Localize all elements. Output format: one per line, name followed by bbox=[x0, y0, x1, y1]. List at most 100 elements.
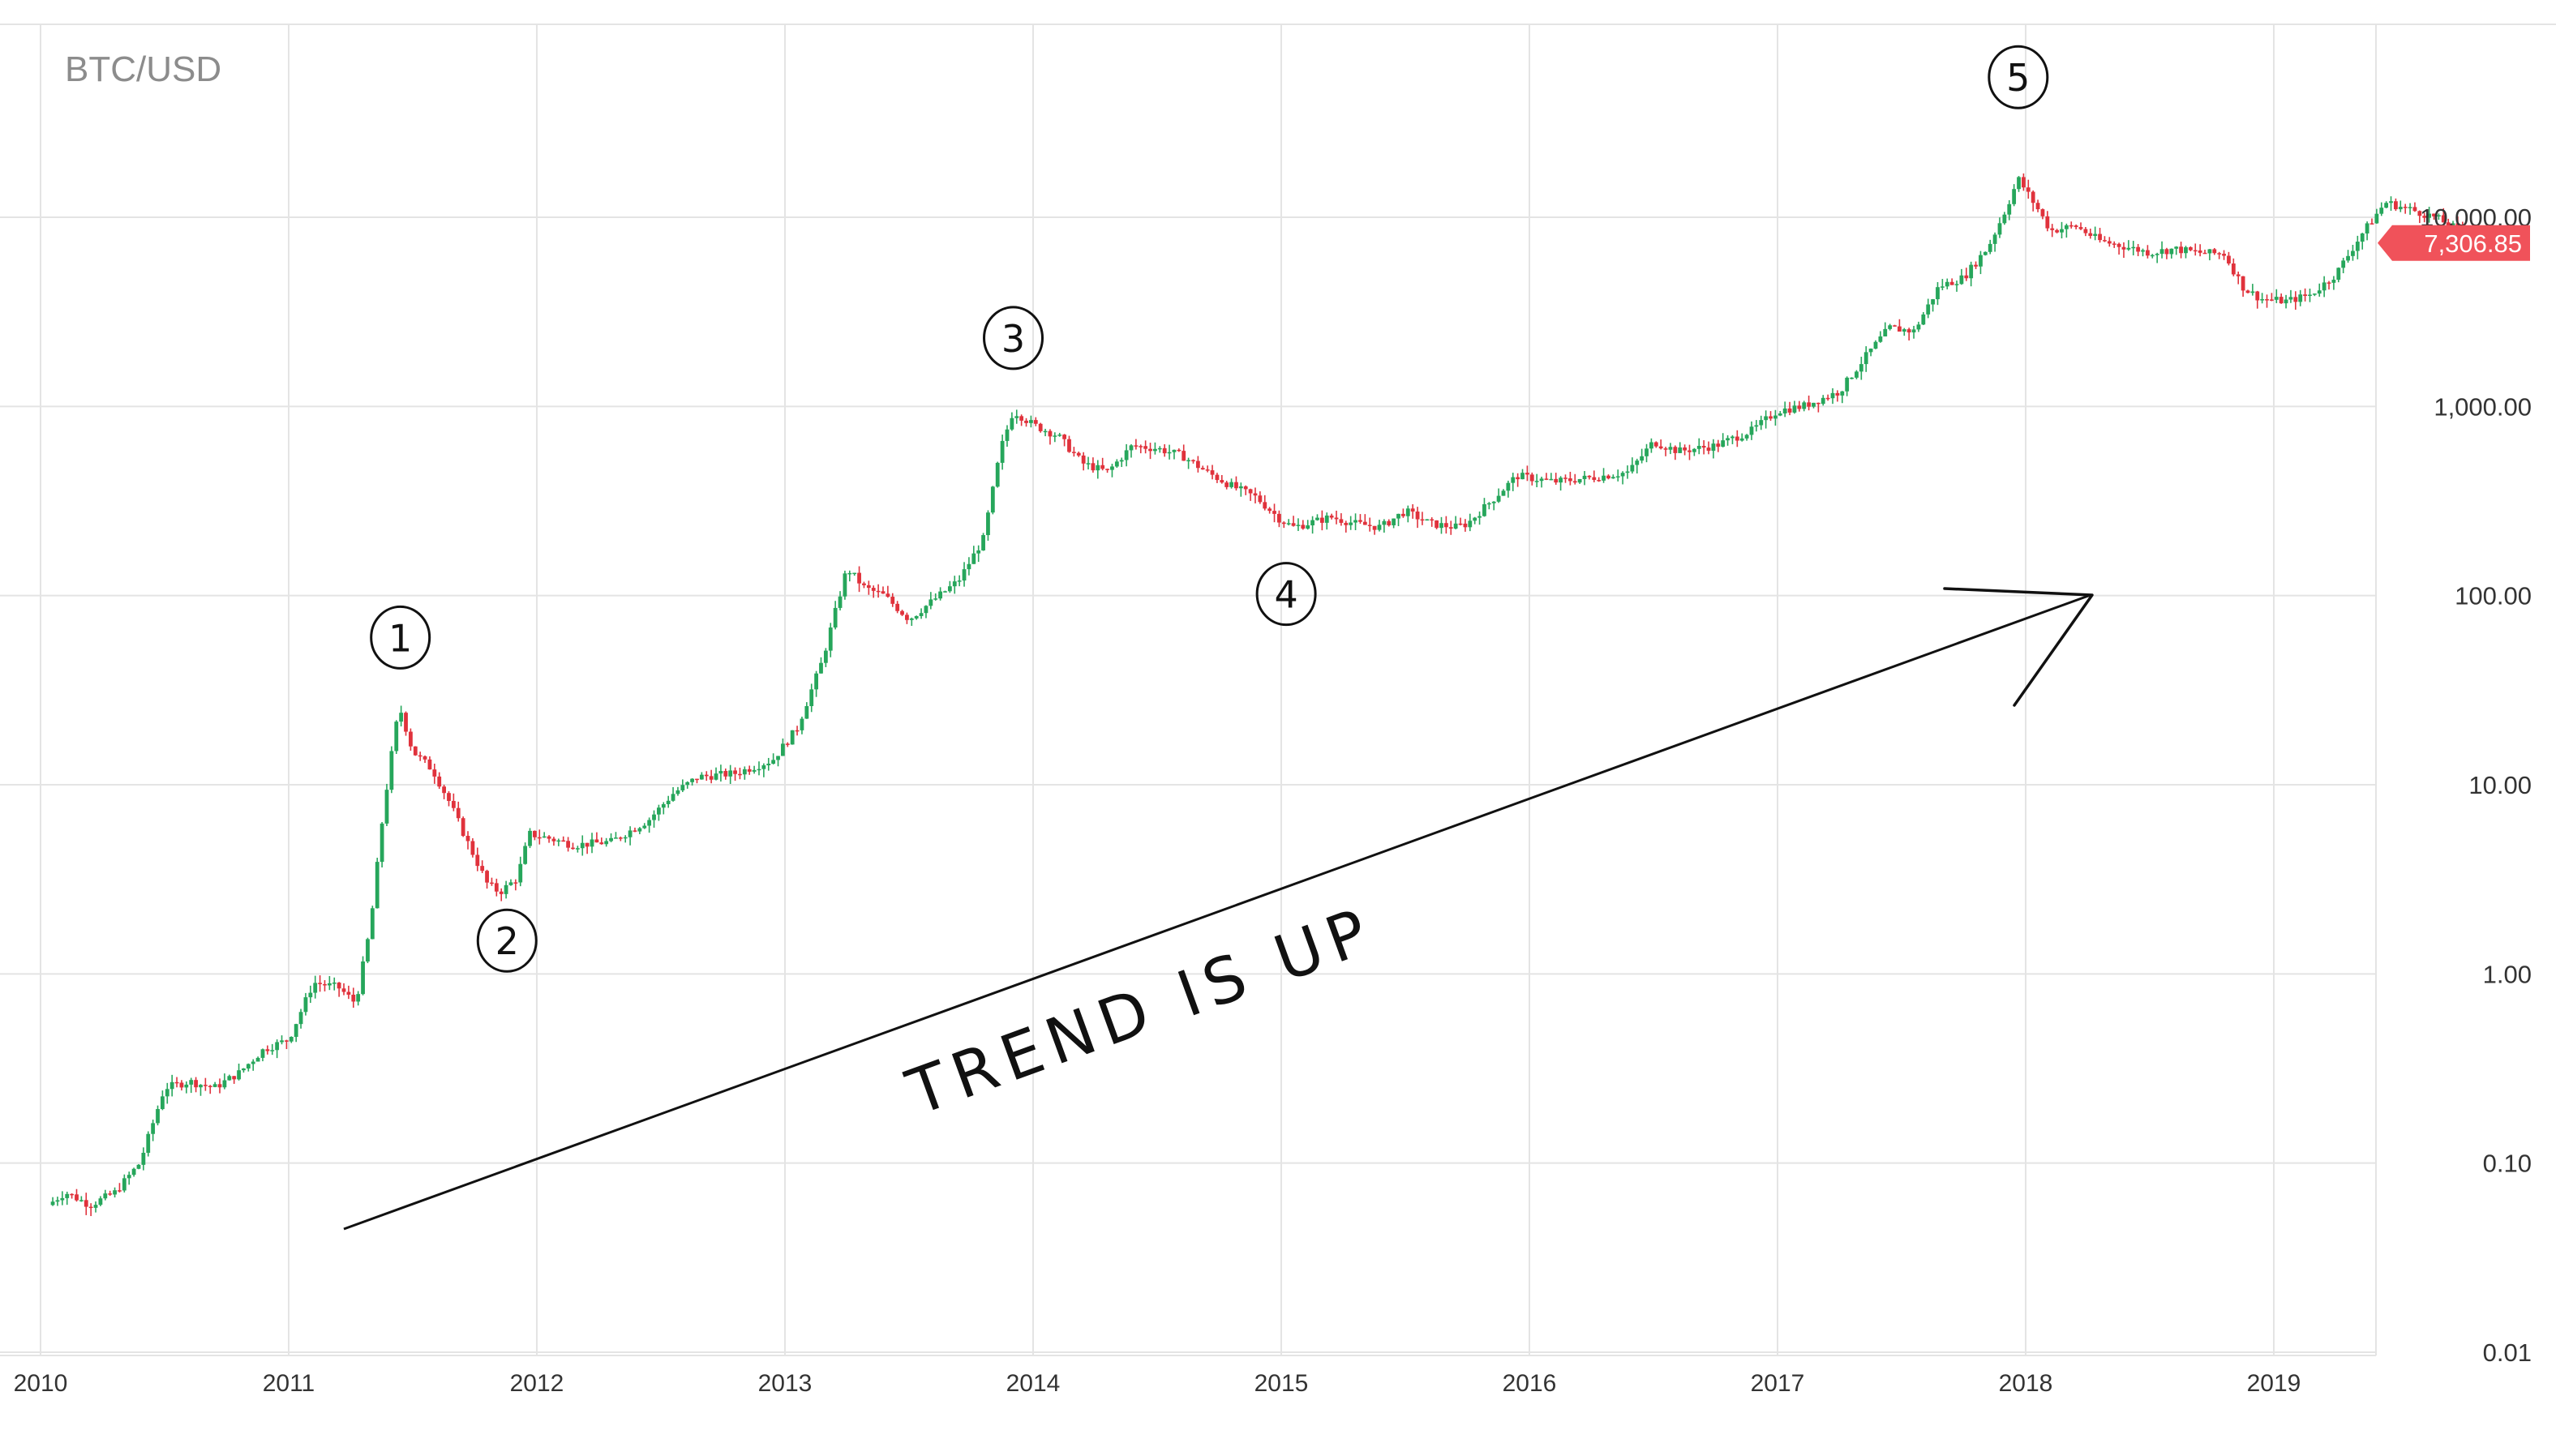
candle-body bbox=[843, 573, 847, 597]
candle-body bbox=[761, 765, 766, 769]
marker-2: 2 bbox=[476, 908, 538, 973]
candle-body bbox=[1873, 341, 1878, 349]
candle-body bbox=[246, 1064, 251, 1069]
candle-body bbox=[680, 785, 685, 790]
candle-body bbox=[733, 770, 737, 774]
x-tick-label: 2013 bbox=[758, 1370, 813, 1397]
candle-body bbox=[1845, 377, 1850, 392]
x-tick-label: 2015 bbox=[1254, 1370, 1309, 1397]
candle-body bbox=[2083, 229, 2088, 233]
x-tick-label: 2018 bbox=[1999, 1370, 2053, 1397]
candle-body bbox=[2255, 291, 2260, 301]
candle-body bbox=[566, 841, 571, 848]
candle-body bbox=[93, 1205, 98, 1208]
candle-body bbox=[1954, 284, 1959, 285]
candle-body bbox=[1549, 478, 1554, 481]
candle-body bbox=[738, 773, 742, 776]
candle-body bbox=[1739, 438, 1744, 441]
candle-body bbox=[847, 572, 852, 575]
candle-body bbox=[432, 769, 437, 777]
candle-body bbox=[75, 1194, 79, 1201]
candle-body bbox=[1186, 460, 1191, 462]
candle-body bbox=[1177, 449, 1182, 452]
candle-body bbox=[537, 837, 542, 839]
candle-body bbox=[952, 581, 957, 587]
candle-body bbox=[2389, 201, 2393, 203]
candle-body bbox=[1468, 520, 1473, 528]
candle-body bbox=[2408, 207, 2412, 208]
last-price-tag-shape bbox=[2378, 225, 2530, 261]
candle-body bbox=[184, 1084, 189, 1088]
candle-body bbox=[1319, 517, 1324, 523]
candle-body bbox=[1945, 281, 1949, 287]
candle-body bbox=[900, 610, 904, 615]
candle-body bbox=[298, 1012, 303, 1025]
candle-body bbox=[1019, 416, 1024, 421]
candle-body bbox=[1792, 405, 1797, 413]
candle-body bbox=[1764, 416, 1769, 421]
candle-body bbox=[1821, 397, 1825, 405]
candle-body bbox=[1863, 352, 1868, 365]
candle-body bbox=[2159, 249, 2164, 255]
candle-body bbox=[1653, 442, 1658, 447]
candle-body bbox=[747, 769, 752, 772]
candle-body bbox=[1005, 429, 1010, 441]
candle-body bbox=[2169, 248, 2174, 255]
trend-arrow-head bbox=[1943, 587, 2094, 707]
candle-body bbox=[819, 662, 823, 674]
candle-body bbox=[2260, 299, 2265, 301]
candle-body bbox=[341, 988, 346, 992]
candle-body bbox=[1663, 448, 1668, 450]
candle-body bbox=[84, 1200, 88, 1207]
candle-body bbox=[1539, 478, 1544, 482]
candle-body bbox=[1787, 408, 1792, 413]
candle-body bbox=[1129, 445, 1134, 451]
marker-circle bbox=[983, 306, 1044, 370]
candle-body bbox=[742, 769, 747, 775]
candle-body bbox=[237, 1070, 241, 1080]
candle-body bbox=[1401, 513, 1405, 516]
candle-body bbox=[1081, 455, 1086, 464]
candle-body bbox=[2116, 243, 2121, 247]
candle-body bbox=[1754, 425, 1759, 427]
candle-body bbox=[1602, 475, 1606, 481]
candle-body bbox=[375, 862, 380, 909]
candle-body bbox=[2288, 297, 2293, 300]
candle-body bbox=[260, 1049, 265, 1058]
candle-body bbox=[1000, 440, 1005, 463]
candle-body bbox=[2427, 213, 2432, 218]
candle-body bbox=[723, 770, 728, 777]
candle-body bbox=[1191, 460, 1195, 462]
candle-body bbox=[199, 1085, 203, 1088]
candle-body bbox=[1983, 251, 1988, 255]
candle-body bbox=[2284, 299, 2288, 304]
candle-body bbox=[2322, 282, 2327, 291]
marker-circle bbox=[370, 605, 431, 670]
candle-body bbox=[2184, 246, 2188, 254]
candle-body bbox=[394, 722, 399, 752]
candle-body bbox=[1033, 420, 1038, 424]
candle-body bbox=[1458, 523, 1463, 525]
candle-body bbox=[380, 823, 384, 863]
candle-body bbox=[2078, 227, 2083, 229]
candle-body bbox=[275, 1042, 280, 1051]
candle-body bbox=[1253, 493, 1258, 496]
candle-body bbox=[1430, 519, 1435, 521]
candle-body bbox=[1448, 527, 1453, 529]
candle-body bbox=[2422, 216, 2427, 218]
candle-body bbox=[866, 585, 871, 589]
candle-body bbox=[1816, 402, 1821, 405]
candle-body bbox=[1091, 463, 1096, 471]
candle-body bbox=[1200, 468, 1205, 470]
candle-body bbox=[2412, 207, 2417, 212]
candle-body bbox=[1964, 275, 1969, 279]
candle-body bbox=[1477, 516, 1482, 518]
x-tick-label: 2019 bbox=[2247, 1370, 2301, 1397]
candle-body bbox=[323, 983, 327, 986]
candle-body bbox=[508, 882, 513, 885]
candle-body bbox=[1057, 435, 1062, 436]
candle-body bbox=[971, 553, 976, 564]
candle-body bbox=[456, 807, 461, 819]
